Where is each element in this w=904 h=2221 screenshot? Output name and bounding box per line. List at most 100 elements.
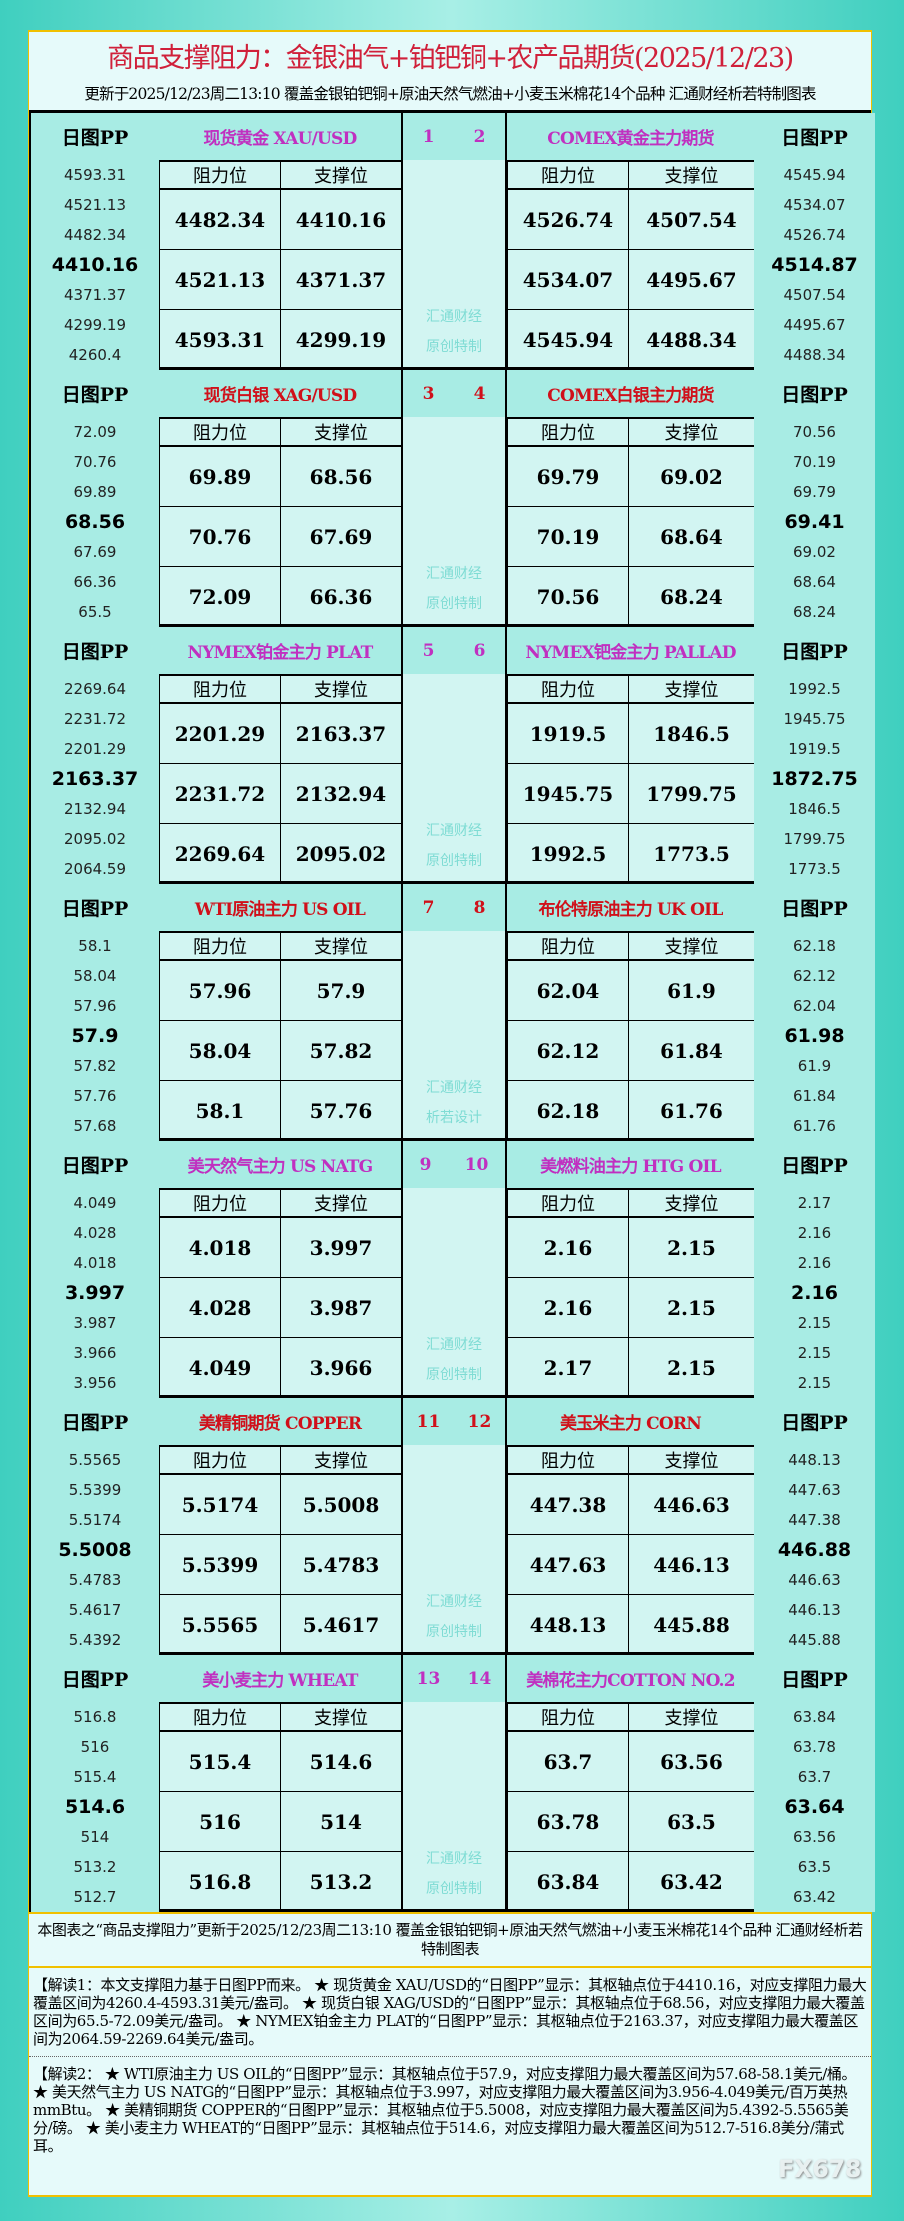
resistance-value: 72.09 <box>159 567 280 627</box>
support-header-right: 支撑位 <box>628 1445 754 1475</box>
support-value: 514.6 <box>280 1732 401 1792</box>
pp-level: 5.4392 <box>68 1631 122 1649</box>
support-value: 61.84 <box>628 1021 754 1081</box>
support-header-right: 支撑位 <box>628 674 754 704</box>
pp-level: 72.09 <box>73 423 117 441</box>
support-header-left: 支撑位 <box>280 674 401 704</box>
block-number-right: 8 <box>473 897 486 918</box>
pp-levels-right: 2.17 2.16 2.16 2.16 2.15 2.15 2.15 <box>754 1188 875 1398</box>
support-value: 5.4617 <box>280 1595 401 1655</box>
pp-level-pivot: 2163.37 <box>51 768 139 790</box>
pp-levels-left: 4593.31 4521.13 4482.34 4410.16 4371.37 4299.… <box>31 160 159 370</box>
commodity-name-left: 美精铜期货 COPPER <box>159 1398 401 1445</box>
pp-level-pivot: 446.88 <box>777 1539 852 1561</box>
support-header-left: 支撑位 <box>280 1445 401 1475</box>
footer-note: 本图表之“商品支撑阻力”更新于2025/12/23周二13:10 覆盖金银铂钯铜… <box>29 1912 871 1968</box>
resistance-value: 1919.5 <box>507 704 628 764</box>
pp-level: 2.15 <box>797 1314 832 1332</box>
pp-level: 69.79 <box>793 483 836 501</box>
pp-level: 61.76 <box>793 1117 836 1135</box>
resistance-value: 516 <box>159 1792 280 1852</box>
commodity-block: 日图PP 美小麦主力 WHEAT 13 14 美棉花主力COTTON NO.2 日图PP 5… <box>31 1655 875 1912</box>
resistance-value: 58.04 <box>159 1021 280 1081</box>
resistance-value: 70.76 <box>159 507 280 567</box>
pp-level: 2201.29 <box>63 740 127 758</box>
pp-level: 62.04 <box>793 997 836 1015</box>
pp-level-pivot: 69.41 <box>784 511 845 533</box>
pp-level: 57.96 <box>73 997 117 1015</box>
block-numbers: 13 14 <box>401 1655 507 1702</box>
pp-header-right: 日图PP <box>754 1655 875 1702</box>
support-value: 5.5008 <box>280 1475 401 1535</box>
pp-level: 3.966 <box>73 1344 117 1362</box>
pp-level: 2269.64 <box>63 680 127 698</box>
pp-level: 445.88 <box>788 1631 841 1649</box>
fx678-logo: FX678 <box>778 2155 861 2183</box>
pp-header-right: 日图PP <box>754 627 875 674</box>
pp-level: 1992.5 <box>788 680 841 698</box>
support-header-left: 支撑位 <box>280 1702 401 1732</box>
resistance-header-right: 阻力位 <box>507 1445 628 1475</box>
pp-level: 69.89 <box>73 483 117 501</box>
block-numbers: 9 10 <box>401 1141 507 1188</box>
support-value: 63.56 <box>628 1732 754 1792</box>
commodity-name-left: 美天然气主力 US NATG <box>159 1141 401 1188</box>
pp-level: 63.5 <box>797 1858 832 1876</box>
resistance-header-right: 阻力位 <box>507 160 628 190</box>
resistance-value: 4.018 <box>159 1218 280 1278</box>
pp-level: 447.38 <box>788 1511 841 1529</box>
commodity-block: 日图PP 现货白银 XAG/USD 3 4 COMEX白银主力期货 日图PP 72.09 70… <box>31 370 875 627</box>
resistance-header-right: 阻力位 <box>507 1702 628 1732</box>
block-number-left: 7 <box>422 897 435 918</box>
support-value: 445.88 <box>628 1595 754 1655</box>
support-header-right: 支撑位 <box>628 1702 754 1732</box>
support-value: 3.987 <box>280 1278 401 1338</box>
watermark: 汇通财经 原创特制 <box>401 1445 507 1655</box>
block-numbers: 11 12 <box>401 1398 507 1445</box>
pp-level-pivot: 1872.75 <box>771 768 858 790</box>
pp-level: 2.15 <box>797 1374 832 1392</box>
resistance-value: 447.38 <box>507 1475 628 1535</box>
commodity-name-right: NYMEX钯金主力 PALLAD <box>507 627 754 674</box>
support-value: 67.69 <box>280 507 401 567</box>
support-value: 4299.19 <box>280 310 401 370</box>
support-value: 3.966 <box>280 1338 401 1398</box>
pp-header-left: 日图PP <box>31 1141 159 1188</box>
support-value: 4507.54 <box>628 190 754 250</box>
resistance-header-left: 阻力位 <box>159 674 280 704</box>
pp-level: 4.049 <box>73 1194 117 1212</box>
resistance-value: 2201.29 <box>159 704 280 764</box>
commodity-block: 日图PP 现货黄金 XAU/USD 1 2 COMEX黄金主力期货 日图PP 4593.31… <box>31 113 875 370</box>
resistance-value: 2269.64 <box>159 824 280 884</box>
pp-level: 68.24 <box>793 603 836 621</box>
pp-level: 4593.31 <box>63 166 127 184</box>
pp-level: 4.018 <box>73 1254 117 1272</box>
pp-level-pivot: 63.64 <box>784 1796 845 1818</box>
watermark-text: 原创特制 <box>426 1624 482 1640</box>
watermark: 汇通财经 析若设计 <box>401 931 507 1141</box>
pp-level: 70.56 <box>793 423 836 441</box>
resistance-value: 2.16 <box>507 1278 628 1338</box>
block-number-right: 2 <box>473 126 486 147</box>
resistance-value: 58.1 <box>159 1081 280 1141</box>
support-value: 66.36 <box>280 567 401 627</box>
watermark-text: 汇通财经 <box>426 1080 482 1096</box>
pp-level-pivot: 3.997 <box>64 1282 126 1304</box>
resistance-header-left: 阻力位 <box>159 931 280 961</box>
pp-level: 513.2 <box>73 1858 117 1876</box>
pp-header-left: 日图PP <box>31 627 159 674</box>
support-header-right: 支撑位 <box>628 1188 754 1218</box>
pp-level: 57.76 <box>73 1087 117 1105</box>
pp-level: 446.63 <box>788 1571 841 1589</box>
pp-header-left: 日图PP <box>31 1655 159 1702</box>
pp-level: 4526.74 <box>783 226 846 244</box>
pp-header-right: 日图PP <box>754 370 875 417</box>
block-number-left: 1 <box>422 126 435 147</box>
pp-level: 4371.37 <box>63 286 127 304</box>
pp-level: 4545.94 <box>783 166 846 184</box>
pp-levels-left: 58.1 58.04 57.96 57.9 57.82 57.76 57.68 <box>31 931 159 1141</box>
resistance-value: 448.13 <box>507 1595 628 1655</box>
block-number-right: 14 <box>467 1668 492 1689</box>
